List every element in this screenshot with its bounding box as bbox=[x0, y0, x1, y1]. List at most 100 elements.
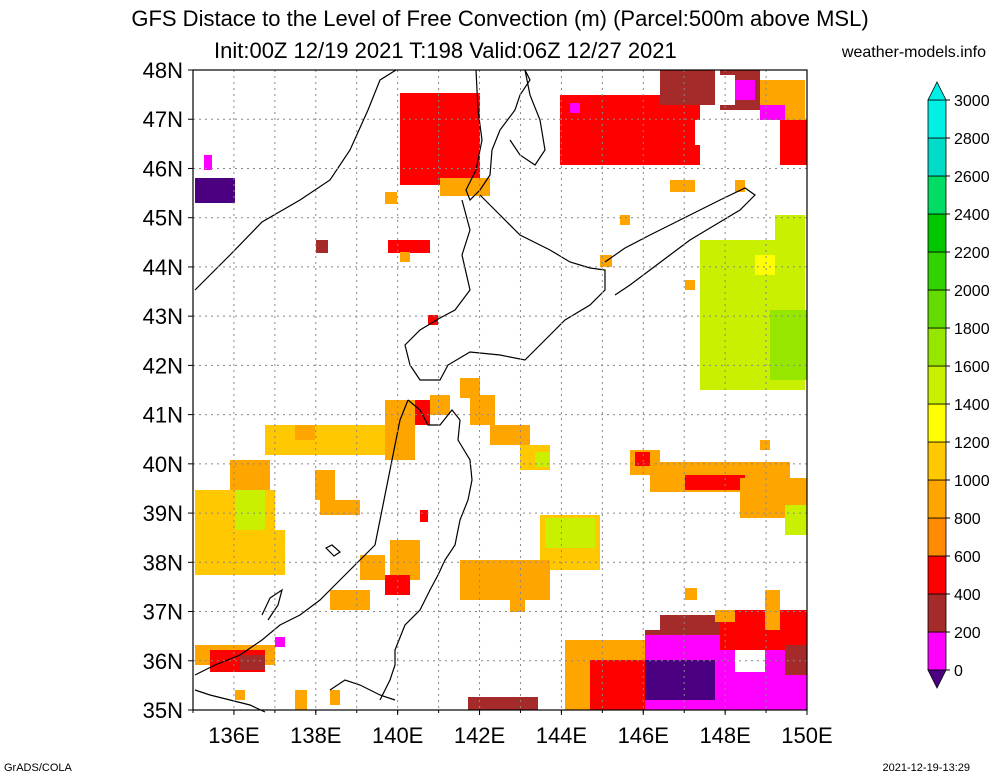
coastline-kurils bbox=[604, 187, 756, 296]
field-cell-gold bbox=[230, 460, 270, 490]
field-cell-gold bbox=[315, 470, 335, 500]
coastline-izu bbox=[329, 679, 396, 701]
field-cell-lime bbox=[535, 452, 550, 467]
field-cell-gold bbox=[460, 378, 480, 398]
field-cell-gold bbox=[670, 180, 695, 192]
field-gap bbox=[620, 580, 660, 630]
field-cell-indigo bbox=[195, 178, 235, 203]
latitude-labels: 48N 47N 46N 45N 44N 43N 42N 41N 40N 39N 38N 37N 36N 3… bbox=[143, 58, 183, 723]
lat-label: 43N bbox=[143, 304, 183, 329]
colorbar-swatch bbox=[927, 441, 947, 481]
lon-label: 140E bbox=[372, 723, 423, 748]
field-cell-red bbox=[415, 400, 430, 425]
lon-label: 150E bbox=[781, 723, 832, 748]
colorbar-label: 400 bbox=[954, 587, 981, 604]
field-cell-gold bbox=[235, 690, 245, 700]
colorbar-swatch bbox=[927, 479, 947, 519]
field-cell-lime bbox=[545, 518, 595, 548]
field-cell-red bbox=[428, 315, 438, 325]
field-cell-lime bbox=[235, 490, 265, 530]
lat-label: 46N bbox=[143, 156, 183, 181]
lat-label: 47N bbox=[143, 107, 183, 132]
lat-label: 37N bbox=[143, 600, 183, 625]
lat-label: 42N bbox=[143, 353, 183, 378]
field-cell-green bbox=[770, 310, 807, 380]
field-cell-magenta bbox=[275, 637, 285, 647]
colorbar: 0 200 400 600 800 1000 1200 1400 1600 1800 2000 220… bbox=[927, 81, 990, 689]
lat-label: 36N bbox=[143, 649, 183, 674]
field-cell-indigo bbox=[645, 660, 715, 700]
lat-label: 38N bbox=[143, 550, 183, 575]
lfc-field bbox=[195, 70, 807, 710]
field-cell-gold bbox=[385, 192, 397, 204]
field-cell-lime bbox=[785, 505, 807, 535]
colorbar-label: 1400 bbox=[954, 397, 990, 414]
field-cell-lime bbox=[775, 215, 805, 245]
field-cell-gold bbox=[685, 588, 697, 600]
colorbar-swatch bbox=[927, 213, 947, 253]
coastline-sado bbox=[324, 544, 341, 557]
colorbar-over-arrow bbox=[927, 81, 947, 101]
field-cell-red bbox=[560, 95, 700, 165]
field-cell-magenta bbox=[570, 103, 580, 113]
lon-label: 138E bbox=[290, 723, 341, 748]
field-cell-gold bbox=[385, 400, 415, 460]
colorbar-swatch bbox=[927, 631, 947, 671]
field-cell-gold bbox=[490, 425, 530, 445]
field-cell-red bbox=[635, 452, 650, 466]
field-cell-gold bbox=[390, 540, 420, 580]
field-cell-maroon bbox=[660, 70, 715, 105]
field-cell-red bbox=[685, 475, 745, 490]
map-frame bbox=[192, 69, 808, 711]
field-cell-gold bbox=[760, 440, 770, 450]
coastline-kii bbox=[194, 689, 266, 713]
colorbar-label: 1800 bbox=[954, 321, 990, 338]
colorbar-label: 0 bbox=[954, 663, 963, 680]
lon-label: 148E bbox=[699, 723, 750, 748]
colorbar-label: 600 bbox=[954, 549, 981, 566]
colorbar-label: 800 bbox=[954, 511, 981, 528]
field-cell-red bbox=[780, 120, 807, 165]
lon-label: 142E bbox=[454, 723, 505, 748]
field-cell-gold bbox=[360, 555, 385, 580]
field-cell-red bbox=[385, 575, 410, 595]
colorbar-label: 1600 bbox=[954, 359, 990, 376]
colorbar-label: 2000 bbox=[954, 283, 990, 300]
field-cell-gold bbox=[295, 425, 315, 440]
lat-label: 41N bbox=[143, 403, 183, 428]
colorbar-swatch bbox=[927, 403, 947, 443]
colorbar-label: 1200 bbox=[954, 435, 990, 452]
field-cell-maroon bbox=[468, 697, 538, 710]
colorbar-swatch bbox=[927, 137, 947, 177]
field-cell-gold bbox=[480, 580, 540, 600]
field-cell-gold bbox=[765, 590, 780, 630]
colorbar-label: 2200 bbox=[954, 245, 990, 262]
lat-label: 44N bbox=[143, 255, 183, 280]
coastlines bbox=[194, 69, 756, 713]
field-gap bbox=[720, 75, 735, 105]
field-cell-gold bbox=[620, 215, 630, 225]
colorbar-swatch bbox=[927, 289, 947, 329]
field-cell-red bbox=[420, 510, 428, 522]
field-cell-maroon bbox=[316, 240, 328, 253]
colorbar-swatch bbox=[927, 555, 947, 595]
field-cell-gold bbox=[330, 690, 340, 705]
colorbar-label: 3000 bbox=[954, 93, 990, 110]
colorbar-under-arrow bbox=[927, 669, 947, 689]
field-cell-gold bbox=[685, 280, 695, 290]
colorbar-swatch bbox=[927, 99, 947, 139]
colorbar-swatch bbox=[927, 175, 947, 215]
lon-label: 136E bbox=[208, 723, 259, 748]
field-cell-gold bbox=[330, 590, 370, 610]
chart-subtitle: Init:00Z 12/19 2021 T:198 Valid:06Z 12/2… bbox=[214, 38, 677, 63]
coastline-honshu-north bbox=[379, 399, 473, 701]
colorbar-label: 200 bbox=[954, 625, 981, 642]
field-cell-gold bbox=[430, 395, 450, 415]
colorbar-label: 1000 bbox=[954, 473, 990, 490]
colorbar-label: 2400 bbox=[954, 207, 990, 224]
field-cell-gold bbox=[320, 500, 360, 515]
field-cell-amber bbox=[195, 530, 285, 575]
lat-label: 35N bbox=[143, 698, 183, 723]
coastline-honshu-japan-sea bbox=[194, 399, 409, 676]
